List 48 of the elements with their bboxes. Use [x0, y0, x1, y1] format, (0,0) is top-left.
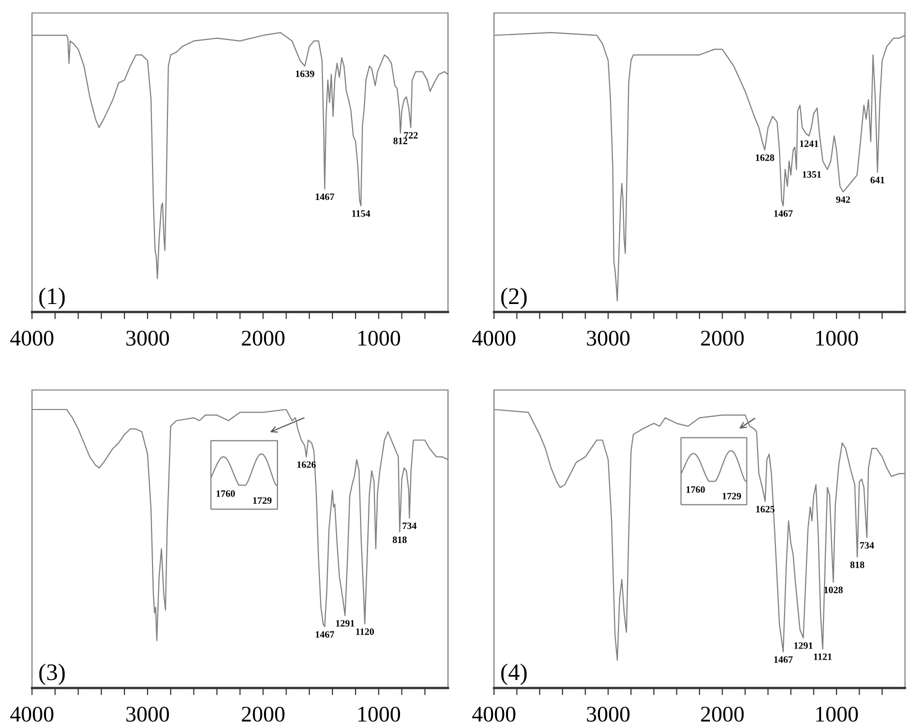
x-tick-label: 2000	[242, 706, 284, 722]
annotation: 1467	[316, 631, 334, 638]
annotation: 722	[404, 132, 418, 138]
annotation: 1291	[794, 642, 812, 649]
x-tick-label: 1000	[816, 330, 858, 346]
annotation: 734	[860, 542, 874, 549]
annotation: 812	[393, 138, 408, 144]
annotation: 1028	[824, 586, 843, 594]
x-tick-label: 4000	[10, 706, 54, 722]
annotation: 1625	[756, 506, 775, 512]
x-tick-label: 3000	[587, 706, 630, 722]
annotation: 1291	[336, 620, 354, 627]
x-tick-label: 2000	[701, 706, 744, 722]
annotation: (4)	[501, 664, 527, 686]
annotation: 1628	[756, 154, 774, 161]
annotation: 1760	[216, 490, 235, 497]
annotation: 942	[836, 196, 850, 203]
annotation: (1)	[39, 288, 65, 310]
x-tick-label: 4000	[472, 706, 516, 722]
annotation: 641	[870, 176, 884, 184]
annotation: 1467	[774, 210, 793, 217]
x-tick-label: 1000	[358, 330, 400, 346]
annotation: 1154	[352, 210, 370, 217]
annotation: 1351	[802, 171, 821, 178]
x-tick-label: 3000	[126, 706, 169, 722]
annotation: 818	[850, 562, 864, 568]
x-tick-label: 4000	[472, 330, 516, 346]
annotation: 734	[402, 522, 417, 530]
annotation: 1121	[814, 653, 832, 660]
annotation: 1639	[296, 70, 314, 78]
x-tick-label: 2000	[701, 330, 744, 346]
annotation: 1467	[774, 656, 793, 663]
annotation: 1626	[297, 461, 316, 468]
annotation: (3)	[39, 664, 65, 686]
annotation: 1760	[686, 486, 705, 493]
x-tick-label: 3000	[126, 330, 169, 346]
annotation: 1729	[722, 492, 742, 500]
annotation: 1241	[800, 140, 818, 147]
x-tick-label: 1000	[358, 706, 400, 722]
annotation: 1729	[253, 497, 272, 504]
annotation: 818	[392, 536, 407, 544]
x-tick-label: 4000	[10, 330, 54, 346]
annotation: (2)	[501, 288, 527, 310]
x-tick-label: 2000	[242, 330, 284, 346]
x-tick-label: 1000	[816, 706, 858, 722]
annotation: 1120	[356, 628, 374, 635]
x-tick-label: 3000	[587, 330, 630, 346]
annotation: 1467	[316, 194, 334, 200]
